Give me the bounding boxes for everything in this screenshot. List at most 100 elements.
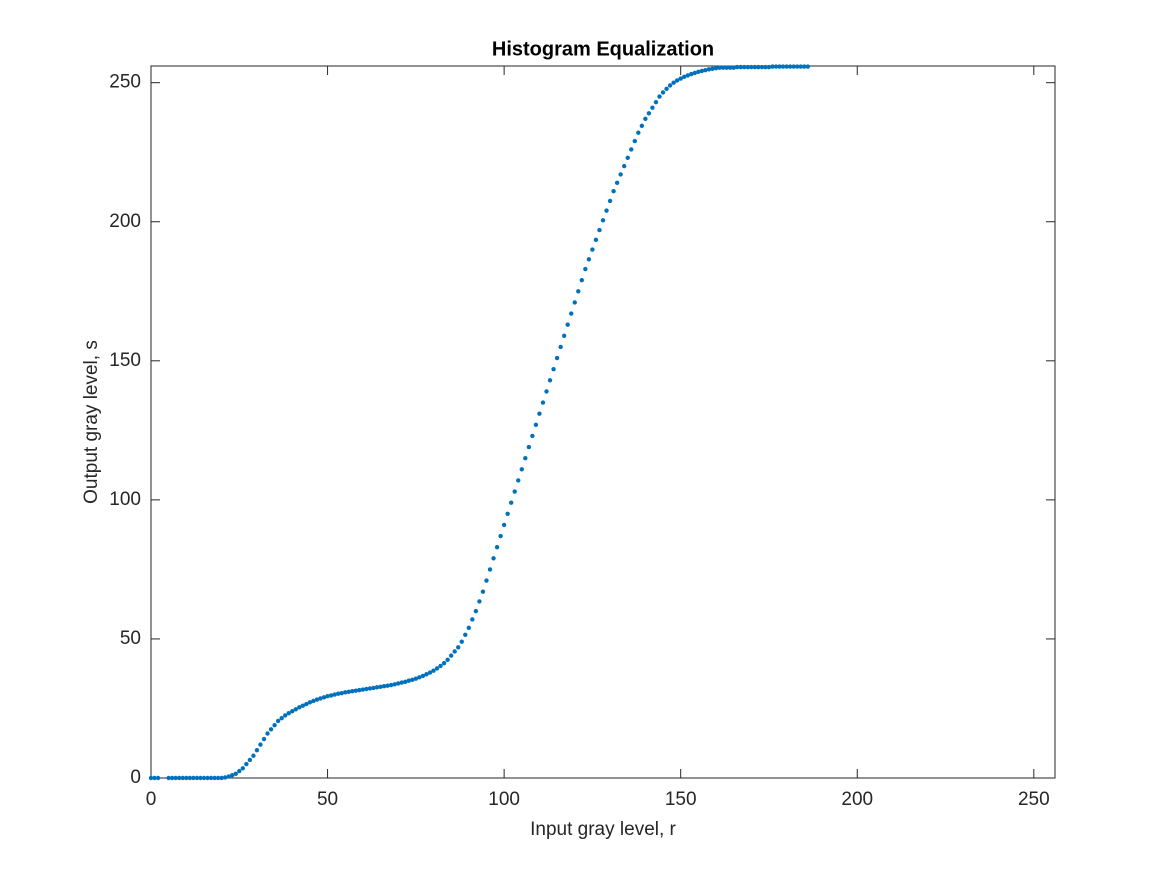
point [724,65,729,70]
point [650,105,655,110]
point [512,489,517,494]
point [194,775,200,781]
point [173,775,178,781]
point [180,775,185,781]
point [530,433,535,439]
x-axis-label: Input gray level, r [530,819,676,840]
point [540,400,546,405]
point [579,277,585,283]
point [371,685,376,691]
point [452,649,457,654]
point [611,188,616,194]
point [625,155,630,160]
point [558,344,563,350]
point [413,676,419,681]
point [600,218,606,223]
point [293,707,298,712]
point [759,64,765,70]
point [410,677,415,683]
point [445,657,450,662]
point [494,544,500,550]
point [332,692,337,697]
point [385,683,390,688]
point [251,753,256,758]
point [498,533,503,539]
point [508,500,514,505]
point [646,111,652,116]
point [364,686,369,692]
point [328,693,334,698]
point [201,775,207,781]
point [653,99,659,105]
point [731,65,736,70]
point [696,69,701,75]
point [791,64,796,69]
point [381,684,387,689]
point [177,775,182,781]
point [597,227,602,233]
point [399,680,404,685]
point [477,599,482,604]
point [166,775,171,781]
point [222,775,228,780]
point [406,678,411,683]
point [727,65,733,70]
point [191,775,196,781]
point [205,775,210,781]
point [621,163,627,169]
point [261,736,267,742]
point [671,80,676,85]
point [643,116,648,122]
point [674,78,680,83]
point [314,697,320,702]
point [169,775,175,781]
point [752,64,758,70]
point [491,556,496,561]
point [360,687,366,692]
point [282,713,288,718]
point [339,690,344,696]
point [325,694,330,699]
point [395,681,401,686]
point [798,64,803,69]
point [219,775,224,781]
point [343,690,348,695]
point [699,68,705,74]
x-tick-label: 50 [317,789,338,810]
point [632,138,637,144]
y-axis-label: Output gray level, s [81,340,102,504]
point [311,698,316,704]
point [304,701,309,707]
point [561,333,567,338]
point [392,682,397,687]
y-tick-label: 150 [109,350,141,371]
axes-box [150,65,1056,779]
point [576,289,581,294]
point [300,703,306,708]
point [184,775,189,781]
point [523,455,528,461]
point [526,444,532,450]
point [678,76,683,81]
point [441,660,447,666]
point [484,578,489,583]
point [590,247,595,252]
point [706,67,712,72]
point [346,689,351,694]
point [734,64,740,70]
point [738,64,743,70]
point [703,67,708,73]
point [689,71,694,77]
point [307,700,313,705]
point [787,64,793,69]
point [148,775,154,781]
point [805,64,811,69]
point [685,73,690,78]
point [756,64,761,70]
x-tick-label: 200 [841,789,873,810]
point [682,74,687,80]
point [569,311,574,316]
point [720,65,726,70]
